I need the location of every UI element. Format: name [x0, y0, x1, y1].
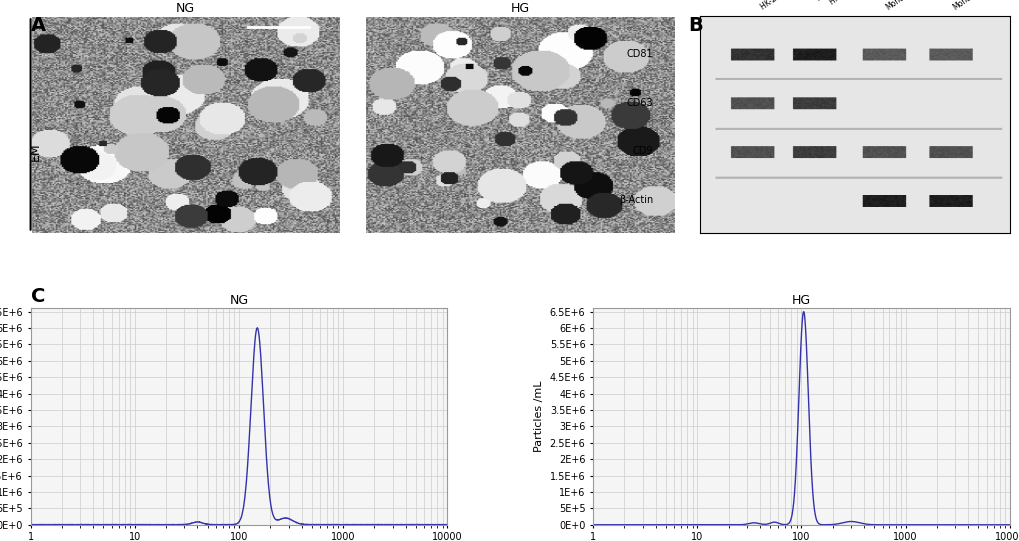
Text: C: C: [31, 287, 45, 306]
Text: HG-challenged
HK-2 cells: HG-challenged HK-2 cells: [814, 0, 871, 12]
Text: CD63: CD63: [627, 98, 653, 108]
Text: CD9: CD9: [633, 147, 653, 156]
Title: HG: HG: [791, 294, 810, 307]
Text: β-Actin: β-Actin: [619, 195, 653, 205]
Text: A: A: [31, 16, 46, 35]
Title: NG: NG: [176, 2, 195, 15]
Text: B: B: [688, 16, 702, 35]
Text: Monocytes: Monocytes: [950, 0, 988, 12]
Text: CD81: CD81: [627, 49, 653, 59]
Text: EM: EM: [30, 142, 42, 161]
Text: Normal
HK-2 cells: Normal HK-2 cells: [752, 0, 794, 12]
Title: NG: NG: [229, 294, 249, 307]
Y-axis label: Particles /mL: Particles /mL: [534, 381, 544, 452]
Text: Monocytes: Monocytes: [883, 0, 922, 12]
Title: HG: HG: [511, 2, 529, 15]
